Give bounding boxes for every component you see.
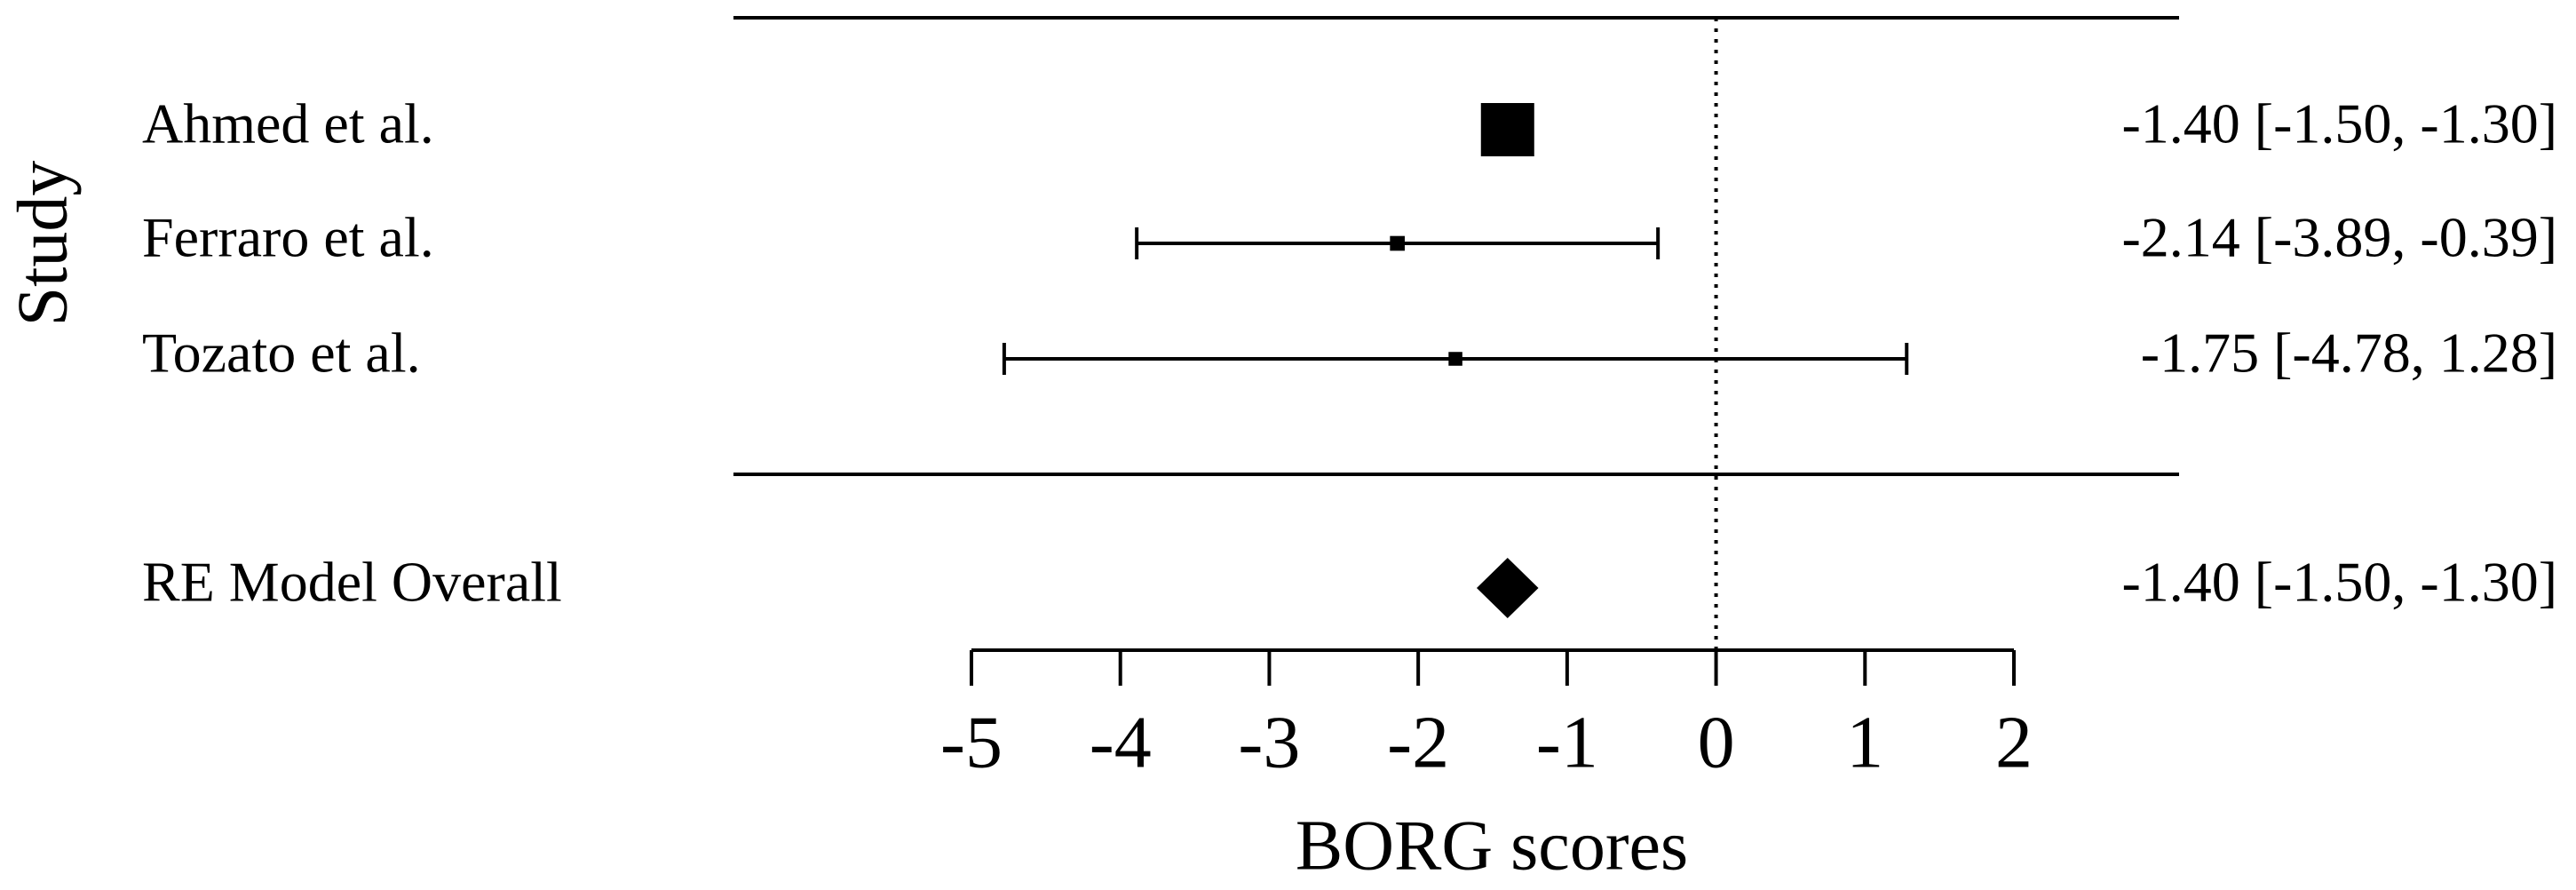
study-label: Ahmed et al. — [142, 92, 434, 155]
estimate-label: -2.14 [-3.89, -0.39] — [2121, 206, 2557, 269]
x-tick-label: 0 — [1698, 701, 1735, 783]
estimate-label: -1.75 [-4.78, 1.28] — [2141, 322, 2557, 385]
x-axis-label: BORG scores — [1296, 807, 1688, 885]
estimate-square — [1390, 235, 1405, 251]
estimate-label: -1.40 [-1.50, -1.30] — [2121, 92, 2557, 155]
study-label: Tozato et al. — [142, 322, 421, 385]
overall-estimate-label: -1.40 [-1.50, -1.30] — [2121, 551, 2557, 614]
x-tick-label: 2 — [1995, 701, 2033, 783]
x-tick-label: -2 — [1387, 701, 1449, 783]
x-tick-label: -4 — [1090, 701, 1152, 783]
x-tick-label: 1 — [1846, 701, 1883, 783]
overall-label: RE Model Overall — [142, 551, 562, 614]
x-tick-label: -1 — [1536, 701, 1598, 783]
study-label: Ferraro et al. — [142, 206, 434, 269]
y-axis-label: Study — [4, 161, 82, 327]
x-tick-label: -3 — [1238, 701, 1300, 783]
overall-diamond — [1477, 558, 1539, 618]
estimate-square — [1480, 103, 1534, 156]
estimate-square — [1448, 352, 1462, 366]
x-tick-label: -5 — [940, 701, 1003, 783]
